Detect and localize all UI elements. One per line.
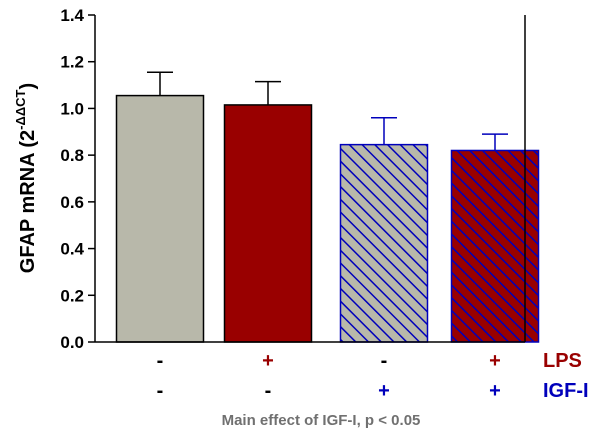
igf-i-mark: - [265, 380, 272, 402]
y-axis-title: GFAP mRNA (2-ΔΔCT) [13, 83, 39, 273]
factor-label-lps: LPS [543, 350, 582, 372]
lps-mark: - [381, 350, 388, 372]
factor-label-igf-i: IGF-I [543, 380, 589, 402]
y-tick-label: 1.2 [60, 53, 84, 72]
y-axis-title-main: GFAP mRNA (2 [17, 130, 39, 273]
igf-i-mark: - [157, 380, 164, 402]
y-axis-ticks: 0.0 0.2 0.4 0.6 0.8 1.0 1.2 1.4 [60, 6, 95, 352]
bar-3-hatch [340, 144, 428, 342]
axes [94, 15, 526, 343]
y-tick-label: 1.4 [60, 6, 84, 25]
y-tick-label: 1.0 [60, 99, 84, 118]
y-axis-title-close: ) [17, 83, 39, 90]
y-tick-label: 0.8 [60, 146, 84, 165]
lps-mark: + [489, 350, 501, 372]
svg-text:GFAP mRNA (2-ΔΔCT): GFAP mRNA (2-ΔΔCT) [13, 83, 39, 273]
bar-2 [224, 104, 312, 342]
condition-table: - + - + LPS - - + + IGF-I [157, 350, 589, 402]
bar-1 [116, 95, 204, 342]
y-tick-label: 0.0 [60, 333, 84, 352]
y-axis-title-superscript: -ΔΔCT [13, 89, 28, 129]
igf-i-mark: + [489, 380, 501, 402]
y-tick-label: 0.6 [60, 193, 84, 212]
lps-mark: + [262, 350, 274, 372]
lps-mark: - [157, 350, 164, 372]
igf-i-mark: + [378, 380, 390, 402]
y-tick-label: 0.2 [60, 286, 84, 305]
bars-group [115, 71, 540, 343]
bar-4-hatch [451, 150, 539, 342]
y-tick-label: 0.4 [60, 240, 84, 259]
footnote: Main effect of IGF-I, p < 0.05 [222, 412, 421, 429]
